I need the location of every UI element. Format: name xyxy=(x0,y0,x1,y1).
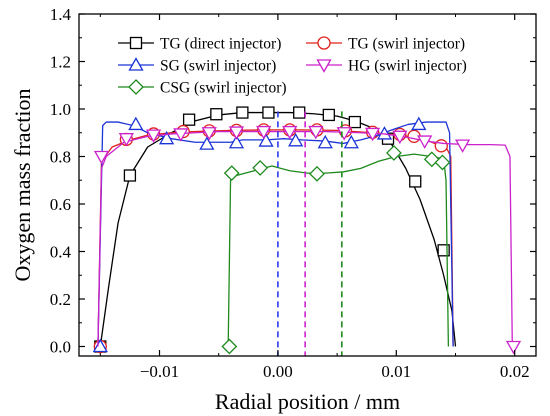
y-tick-label: 0.6 xyxy=(50,195,71,214)
data-point xyxy=(210,108,223,121)
x-tick-label: −0.01 xyxy=(140,362,179,381)
y-tick-label: 1.0 xyxy=(50,100,71,119)
y-tick-label: 0.0 xyxy=(50,338,71,357)
legend: TG (direct injector) TG (swirl injector) S… xyxy=(118,36,467,97)
legend-marker xyxy=(128,79,144,95)
data-point xyxy=(411,116,427,131)
legend-item: SG (swirl injector) xyxy=(118,57,276,75)
legend-label: TG (direct injector) xyxy=(160,36,281,53)
legend-label: HG (swirl injector) xyxy=(348,58,467,75)
data-point xyxy=(228,126,245,140)
x-tick-label: 0.02 xyxy=(500,362,530,381)
data-point xyxy=(92,338,108,353)
data-point xyxy=(392,130,408,145)
data-point xyxy=(282,125,298,140)
series-2 xyxy=(92,116,454,353)
data-point xyxy=(93,150,110,165)
data-point xyxy=(322,108,335,122)
data-point xyxy=(288,133,304,147)
y-tick-label: 0.4 xyxy=(50,243,72,262)
data-point xyxy=(182,113,196,126)
series-line xyxy=(97,130,513,347)
vertical-lines xyxy=(277,111,343,356)
y-tick-label: 0.8 xyxy=(50,148,71,167)
legend-item: HG (swirl injector) xyxy=(306,58,467,75)
data-point xyxy=(118,133,134,147)
data-point xyxy=(199,136,215,150)
data-point xyxy=(505,340,522,355)
x-axis-title: Radial position / mm xyxy=(215,389,400,414)
data-point xyxy=(158,130,175,145)
series-line xyxy=(97,121,454,347)
data-point xyxy=(236,106,249,119)
data-point xyxy=(262,106,275,119)
data-point xyxy=(317,134,333,149)
data-point xyxy=(365,127,381,142)
data-point xyxy=(343,134,359,149)
series-line xyxy=(97,129,454,347)
data-point xyxy=(201,127,217,141)
data-point xyxy=(348,115,362,129)
data-point xyxy=(221,338,238,355)
series-3 xyxy=(93,125,522,355)
series-4 xyxy=(221,145,451,355)
data-point xyxy=(309,165,325,182)
data-point xyxy=(173,128,189,142)
y-tick-label: 1.2 xyxy=(50,53,71,72)
data-point xyxy=(293,106,306,119)
legend-marker xyxy=(316,59,332,73)
y-axis-title: Oxygen mass fraction xyxy=(10,88,35,281)
x-axis: −0.01 0.00 0.01 0.02 xyxy=(99,14,530,381)
data-point xyxy=(386,145,402,161)
y-tick-label: 1.4 xyxy=(50,5,72,24)
data-point xyxy=(434,139,448,153)
legend-label: CSG (swirl injector) xyxy=(160,80,287,97)
data-point xyxy=(128,116,144,131)
data-point xyxy=(258,133,274,147)
data-point xyxy=(256,125,272,140)
y-tick-label: 0.2 xyxy=(50,290,71,309)
legend-marker xyxy=(317,36,331,50)
legend-item: TG (direct injector) xyxy=(118,36,281,53)
data-point xyxy=(308,125,324,140)
data-point xyxy=(437,244,450,257)
data-point xyxy=(145,129,162,143)
y-axis: 0.0 0.2 0.4 0.6 0.8 1.0 1.2 1.4 xyxy=(50,5,536,357)
legend-label: SG (swirl injector) xyxy=(160,58,276,75)
legend-item: CSG (swirl injector) xyxy=(118,79,287,97)
legend-marker xyxy=(128,57,144,71)
data-point xyxy=(123,169,137,182)
legend-label: TG (swirl injector) xyxy=(348,36,465,53)
data-point xyxy=(252,159,269,176)
legend-item: TG (swirl injector) xyxy=(306,36,465,53)
plot-frame xyxy=(78,13,537,357)
data-point xyxy=(434,154,451,171)
series-0 xyxy=(94,106,457,353)
data-point xyxy=(228,134,245,149)
legend-marker xyxy=(129,36,143,50)
data-point xyxy=(223,165,240,182)
data-point xyxy=(409,175,422,188)
data-point xyxy=(336,127,352,141)
x-tick-label: 0.00 xyxy=(263,362,293,381)
data-point xyxy=(454,139,471,153)
series-layer xyxy=(92,106,522,355)
data-point xyxy=(417,135,433,149)
x-tick-label: 0.01 xyxy=(381,362,411,381)
